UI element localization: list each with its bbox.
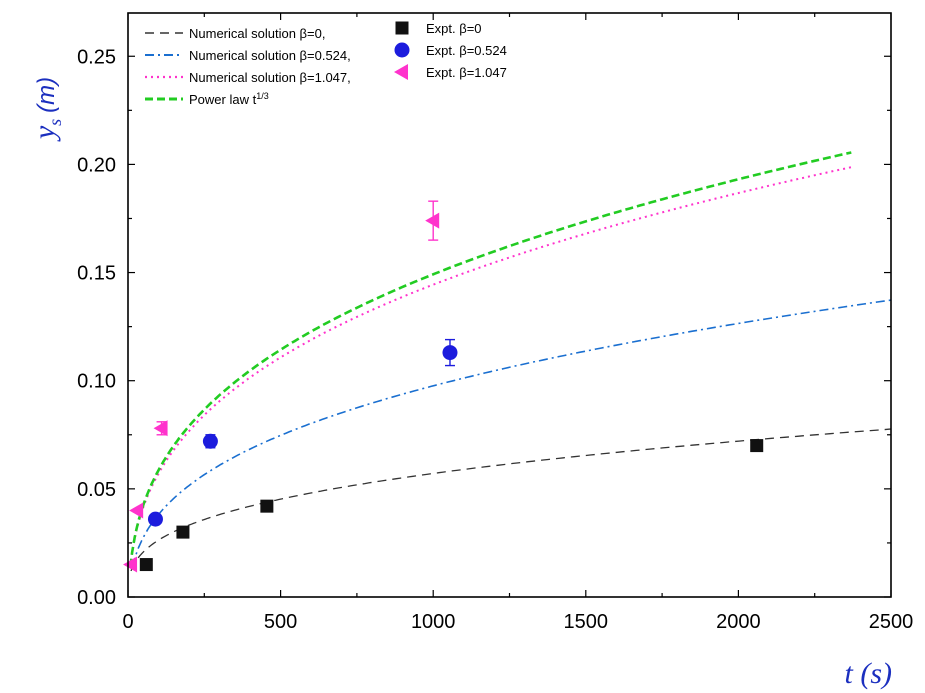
y-tick-label: 0.20 (77, 154, 116, 176)
legend-marker (394, 42, 410, 58)
x-axis-title-text: t (s) (845, 657, 893, 690)
data-point (176, 525, 190, 539)
legend-marker (394, 64, 408, 80)
x-tick-label: 2000 (716, 611, 761, 633)
y-tick-label: 0.00 (77, 587, 116, 609)
data-point (153, 420, 168, 437)
legend-line-label: Numerical solution β=0, (189, 26, 325, 41)
x-tick-label: 0 (122, 611, 133, 633)
legend-line-label: Numerical solution β=1.047, (189, 70, 351, 85)
x-tick-label: 2500 (869, 611, 914, 633)
data-point (442, 345, 458, 361)
curve-line (129, 151, 852, 568)
x-tick-label: 1000 (411, 611, 456, 633)
y-tick-label: 0.15 (77, 263, 116, 285)
data-point (202, 433, 218, 449)
markers-layer (123, 200, 764, 573)
legend: Numerical solution β=0, Numerical solutio… (145, 21, 507, 107)
data-point (129, 502, 144, 519)
y-axis-title-text: ys(m) (28, 77, 65, 142)
y-tick-label: 0.25 (77, 46, 116, 68)
data-point (139, 558, 153, 572)
legend-marker-label: Expt. β=1.047 (426, 65, 507, 80)
legend-marker-label: Expt. β=0 (426, 21, 482, 36)
legend-marker (395, 21, 409, 35)
data-point (750, 439, 764, 453)
legend-marker-label: Expt. β=0.524 (426, 43, 507, 58)
data-point (260, 499, 274, 513)
x-tick-label: 500 (264, 611, 297, 633)
y-axis-title: ys(m) (28, 77, 65, 142)
y-tick-label: 0.10 (77, 371, 116, 393)
x-tick-label: 1500 (564, 611, 609, 633)
axes-layer: 0 500 1000 1500 2000 2500 0.00 0.05 0.10 0.15 0.20… (77, 12, 914, 633)
data-point (147, 511, 163, 527)
curve-line (130, 428, 892, 572)
legend-line-label: Power law t1/3 (189, 91, 269, 107)
data-point (123, 556, 138, 573)
x-axis-title: t (s) (845, 657, 893, 690)
y-tick-label: 0.05 (77, 479, 116, 501)
legend-line-label: Numerical solution β=0.524, (189, 48, 351, 63)
data-point (425, 212, 440, 229)
